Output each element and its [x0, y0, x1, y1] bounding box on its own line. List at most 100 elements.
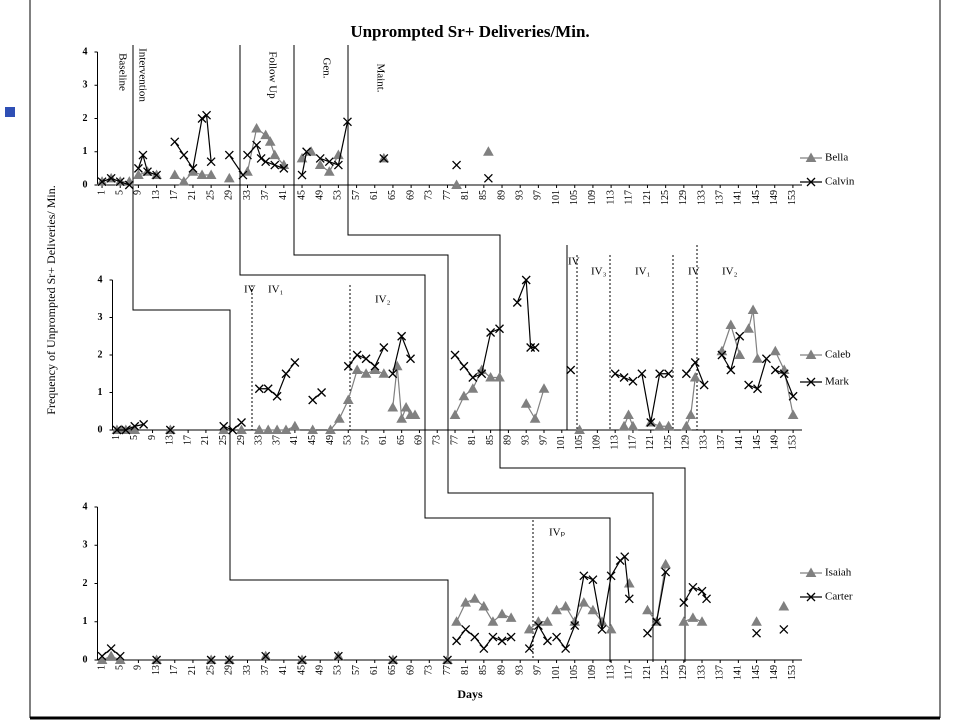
marker — [542, 616, 553, 626]
y-tick-label: 0 — [83, 179, 88, 190]
marker — [152, 655, 162, 665]
marker — [139, 419, 149, 429]
phase-lines — [132, 45, 698, 662]
series-line — [454, 328, 500, 379]
legend-text: Bella — [825, 152, 848, 164]
marker — [260, 129, 272, 140]
marker — [451, 179, 462, 189]
x-tick-label: 41 — [289, 435, 300, 445]
x-tick-label: 9 — [133, 190, 144, 195]
x-tick-label: 93 — [520, 435, 531, 445]
phase-line — [293, 45, 654, 662]
x-tick-label: 97 — [538, 435, 549, 445]
x-tick-label: 97 — [533, 190, 544, 200]
x-tick-label: 41 — [278, 665, 289, 675]
x-tick-label: 61 — [369, 665, 380, 675]
marker — [523, 623, 535, 634]
y-tick-label: 3 — [83, 80, 88, 91]
marker — [778, 600, 790, 611]
marker — [505, 612, 517, 622]
marker — [664, 369, 674, 379]
marker — [597, 624, 607, 634]
marker — [623, 577, 635, 588]
chart-title: Unprompted Sr+ Deliveries/Min. — [350, 22, 589, 41]
x-tick-label: 57 — [351, 665, 362, 675]
marker — [351, 364, 363, 374]
marker — [627, 420, 639, 431]
marker — [486, 328, 496, 337]
x-tick-label: 17 — [182, 435, 193, 445]
x-tick-label: 125 — [663, 435, 674, 450]
marker — [290, 358, 300, 367]
marker — [325, 424, 336, 434]
marker — [479, 644, 489, 653]
x-tick-label: 49 — [325, 435, 336, 445]
marker — [115, 177, 125, 187]
x-tick-label: 65 — [387, 665, 398, 675]
marker — [660, 558, 671, 569]
x-tick-label: 93 — [514, 190, 525, 200]
marker — [788, 391, 798, 401]
x-tick-label: 17 — [169, 190, 180, 200]
marker — [106, 173, 116, 183]
marker — [468, 373, 478, 382]
x-tick-label: 89 — [503, 435, 514, 445]
x-tick-label: 153 — [787, 665, 798, 680]
y-tick-label: 4 — [83, 501, 88, 512]
marker — [521, 275, 531, 285]
x-tick-label: 29 — [224, 190, 235, 200]
marker — [512, 298, 522, 307]
x-tick-label: 93 — [514, 665, 525, 675]
phase-label: Gen. — [320, 57, 332, 78]
marker — [279, 163, 289, 173]
bullet — [5, 107, 15, 117]
x-tick-label: 21 — [200, 435, 211, 445]
marker — [618, 420, 630, 431]
marker — [524, 644, 534, 653]
marker — [165, 425, 175, 435]
x-tick-label: 25 — [205, 190, 216, 200]
marker — [254, 384, 264, 394]
x-tick-label: 145 — [752, 435, 763, 450]
marker — [388, 655, 398, 665]
x-tick-label: 129 — [681, 435, 692, 450]
x-tick-label: 49 — [315, 665, 326, 675]
x-tick-label: 117 — [624, 665, 635, 680]
x-tick-label: 153 — [787, 435, 798, 450]
x-tick-label: 37 — [271, 435, 282, 445]
phase-label: Baseline — [116, 53, 128, 91]
x-tick-label: 121 — [642, 665, 653, 680]
phase-line — [347, 45, 686, 662]
series-line — [320, 121, 349, 166]
marker — [496, 608, 508, 619]
marker — [261, 157, 271, 167]
x-axis-title: Days — [457, 687, 483, 701]
y-tick-label: 2 — [98, 349, 103, 360]
marker — [690, 358, 700, 367]
marker — [787, 409, 799, 419]
marker — [262, 424, 274, 434]
marker — [114, 654, 126, 664]
x-tick-label: 77 — [442, 190, 453, 200]
marker — [188, 163, 198, 173]
x-tick-label: 133 — [698, 435, 709, 450]
x-tick-label: 85 — [478, 665, 489, 675]
x-tick-label: 121 — [642, 190, 653, 205]
marker — [769, 345, 781, 356]
marker — [744, 380, 754, 390]
marker — [461, 624, 471, 634]
x-tick-label: 21 — [187, 665, 198, 675]
marker — [124, 180, 134, 190]
marker — [561, 644, 571, 653]
marker — [752, 353, 763, 363]
marker — [587, 604, 599, 615]
marker — [333, 651, 343, 661]
marker — [605, 623, 617, 634]
marker — [725, 319, 737, 329]
x-tick-label: 69 — [405, 190, 416, 200]
marker — [270, 160, 280, 170]
marker — [643, 628, 652, 638]
marker — [143, 167, 152, 177]
marker — [178, 176, 190, 186]
marker — [317, 388, 327, 397]
